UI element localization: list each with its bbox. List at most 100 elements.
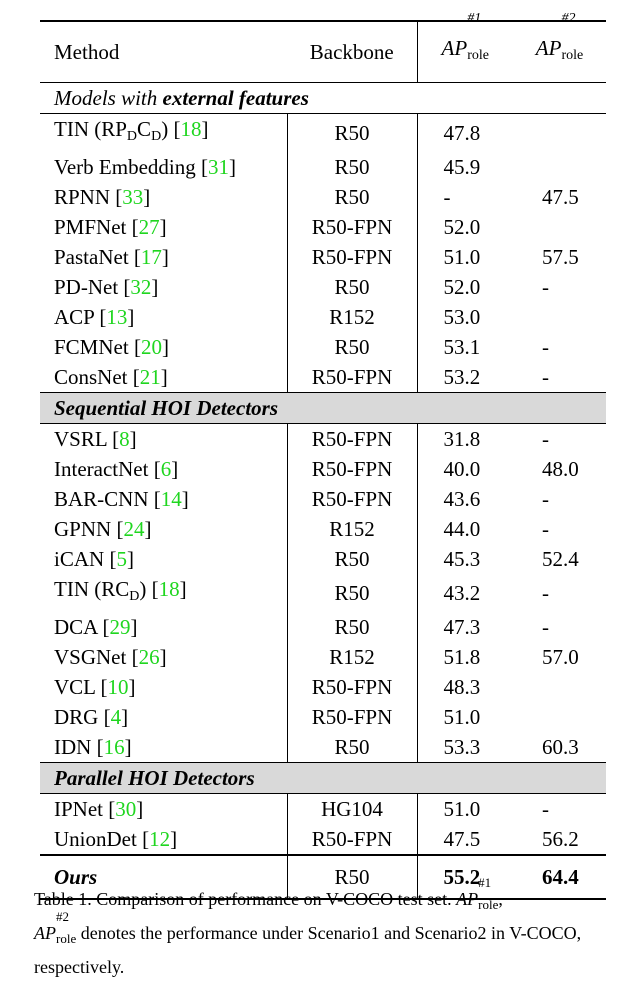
ap2-cell: -	[542, 487, 549, 511]
caption-ap2: AP #2 role	[34, 910, 76, 946]
ap1-cell: 40.0	[443, 457, 481, 481]
method-name: UnionDet	[54, 827, 143, 851]
method-cell: Verb Embedding [31]	[54, 155, 236, 179]
citation-link[interactable]: 5	[116, 547, 127, 571]
citation-link[interactable]: 18	[158, 577, 180, 601]
method-cell: VSRL [8]	[54, 427, 137, 451]
method-name: RPNN	[54, 185, 116, 209]
table-row: VCL [10] R50-FPN 48.3	[40, 672, 606, 702]
backbone-cell: R50-FPN	[286, 242, 418, 272]
citation-link[interactable]: 10	[107, 675, 129, 699]
method-cell: PD-Net [32]	[54, 275, 159, 299]
table-row: VSGNet [26] R152 51.8 57.0	[40, 642, 606, 672]
method-name-tail: )	[139, 577, 152, 601]
method-cell: PMFNet [27]	[54, 215, 167, 239]
ap2-cell: -	[542, 335, 549, 359]
method-cell: VCL [10]	[54, 675, 136, 699]
table-row: TIN (RCD) [18] R50 43.2 -	[40, 574, 606, 612]
ap1-cell: 53.1	[443, 335, 481, 359]
method-name: TIN (RP	[54, 117, 127, 141]
citation-link[interactable]: 16	[103, 735, 125, 759]
ours-row: Ours R50 55.2 64.4	[40, 854, 606, 900]
table-row: TIN (RPDCD) [18] R50 47.8	[40, 113, 606, 153]
citation-link[interactable]: 26	[138, 645, 160, 669]
method-name: InteractNet	[54, 457, 154, 481]
citation-link[interactable]: 32	[130, 275, 152, 299]
ap1-cell: -	[443, 185, 451, 209]
citation-link[interactable]: 30	[115, 797, 137, 821]
method-name: GPNN	[54, 517, 117, 541]
ap1-cell: 53.0	[443, 305, 481, 329]
backbone-cell: R50	[286, 544, 418, 574]
method-name: ConsNet	[54, 365, 133, 389]
citation-link[interactable]: 13	[106, 305, 128, 329]
section-header-row: Sequential HOI Detectors	[40, 392, 606, 424]
ap2-cell: -	[542, 365, 549, 389]
method-name: FCMNet	[54, 335, 134, 359]
table-body: Models with external features TIN (RPDCD)…	[40, 82, 606, 900]
ap1-cell: 51.8	[443, 645, 481, 669]
citation-link[interactable]: 18	[180, 117, 202, 141]
citation-link[interactable]: 12	[149, 827, 171, 851]
backbone-cell: R152	[286, 642, 418, 672]
ap2-cell	[513, 672, 606, 702]
caption-ap1: AP #1 role	[456, 876, 498, 912]
ap2-cell: -	[542, 275, 549, 299]
header-ap1: AP #1 role	[417, 12, 513, 83]
method-cell: IPNet [30]	[54, 797, 144, 821]
citation-link[interactable]: 21	[139, 365, 161, 389]
citation-link[interactable]: 27	[138, 215, 160, 239]
citation-link[interactable]: 24	[123, 517, 145, 541]
backbone-cell: R152	[286, 302, 418, 332]
section-header-row: Models with external features	[40, 82, 606, 114]
ap1-cell: 47.8	[443, 121, 481, 145]
table-row: BAR-CNN [14] R50-FPN 43.6 -	[40, 484, 606, 514]
method-name: ACP	[54, 305, 100, 329]
citation-link[interactable]: 6	[160, 457, 172, 481]
ours-ap1: 55.2	[417, 854, 513, 900]
ap2-cell: -	[542, 581, 549, 605]
ap1-cell: 53.3	[443, 735, 481, 759]
table-row: IDN [16] R50 53.3 60.3	[40, 732, 606, 763]
method-cell: FCMNet [20]	[54, 335, 169, 359]
header-ap1-sup: #1	[467, 11, 482, 26]
table-row: UnionDet [12] R50-FPN 47.5 56.2	[40, 824, 606, 855]
citation-link[interactable]: 31	[207, 155, 229, 179]
table-caption: Table 1. Comparison of performance on V-…	[34, 876, 604, 981]
citation-link[interactable]: 20	[140, 335, 162, 359]
citation-link[interactable]: 4	[110, 705, 122, 729]
ap2-cell	[513, 702, 606, 732]
ap2-cell: 57.0	[542, 645, 579, 669]
citation-link[interactable]: 17	[140, 245, 162, 269]
ap2-cell: -	[542, 615, 549, 639]
section-title-text: Sequential HOI Detectors	[54, 396, 278, 420]
ap2-cell	[513, 114, 606, 153]
table-row: InteractNet [6] R50-FPN 40.0 48.0	[40, 454, 606, 484]
ap1-cell: 47.5	[443, 827, 481, 851]
citation-link[interactable]: 8	[119, 427, 130, 451]
table-row: FCMNet [20] R50 53.1 -	[40, 332, 606, 362]
backbone-cell: R50-FPN	[286, 423, 418, 454]
backbone-cell: R50	[286, 732, 418, 763]
ap1-cell: 52.0	[443, 275, 481, 299]
citation-link[interactable]: 14	[160, 487, 182, 511]
ap2-cell: 56.2	[542, 827, 579, 851]
citation-link[interactable]: 29	[109, 615, 131, 639]
header-ap1-base: AP	[441, 36, 468, 60]
header-ap2-base: AP	[535, 36, 562, 60]
method-name-mid: C	[137, 117, 152, 141]
results-table-container: Method Backbone AP #1 role AP #2 role Models…	[40, 12, 606, 900]
method-name: PD-Net	[54, 275, 124, 299]
section-title-text: Parallel HOI Detectors	[54, 766, 255, 790]
method-subscript: D	[126, 129, 138, 144]
citation-link[interactable]: 33	[122, 185, 144, 209]
header-backbone: Backbone	[287, 20, 418, 83]
method-cell: ConsNet [21]	[54, 365, 168, 389]
method-name: VSRL	[54, 427, 113, 451]
table-row: PMFNet [27] R50-FPN 52.0	[40, 212, 606, 242]
method-name: TIN (RC	[54, 577, 130, 601]
ours-backbone: R50	[286, 854, 418, 900]
ap1-cell: 51.0	[443, 245, 481, 269]
backbone-cell: R50	[286, 113, 418, 152]
backbone-cell: R50-FPN	[286, 212, 418, 242]
